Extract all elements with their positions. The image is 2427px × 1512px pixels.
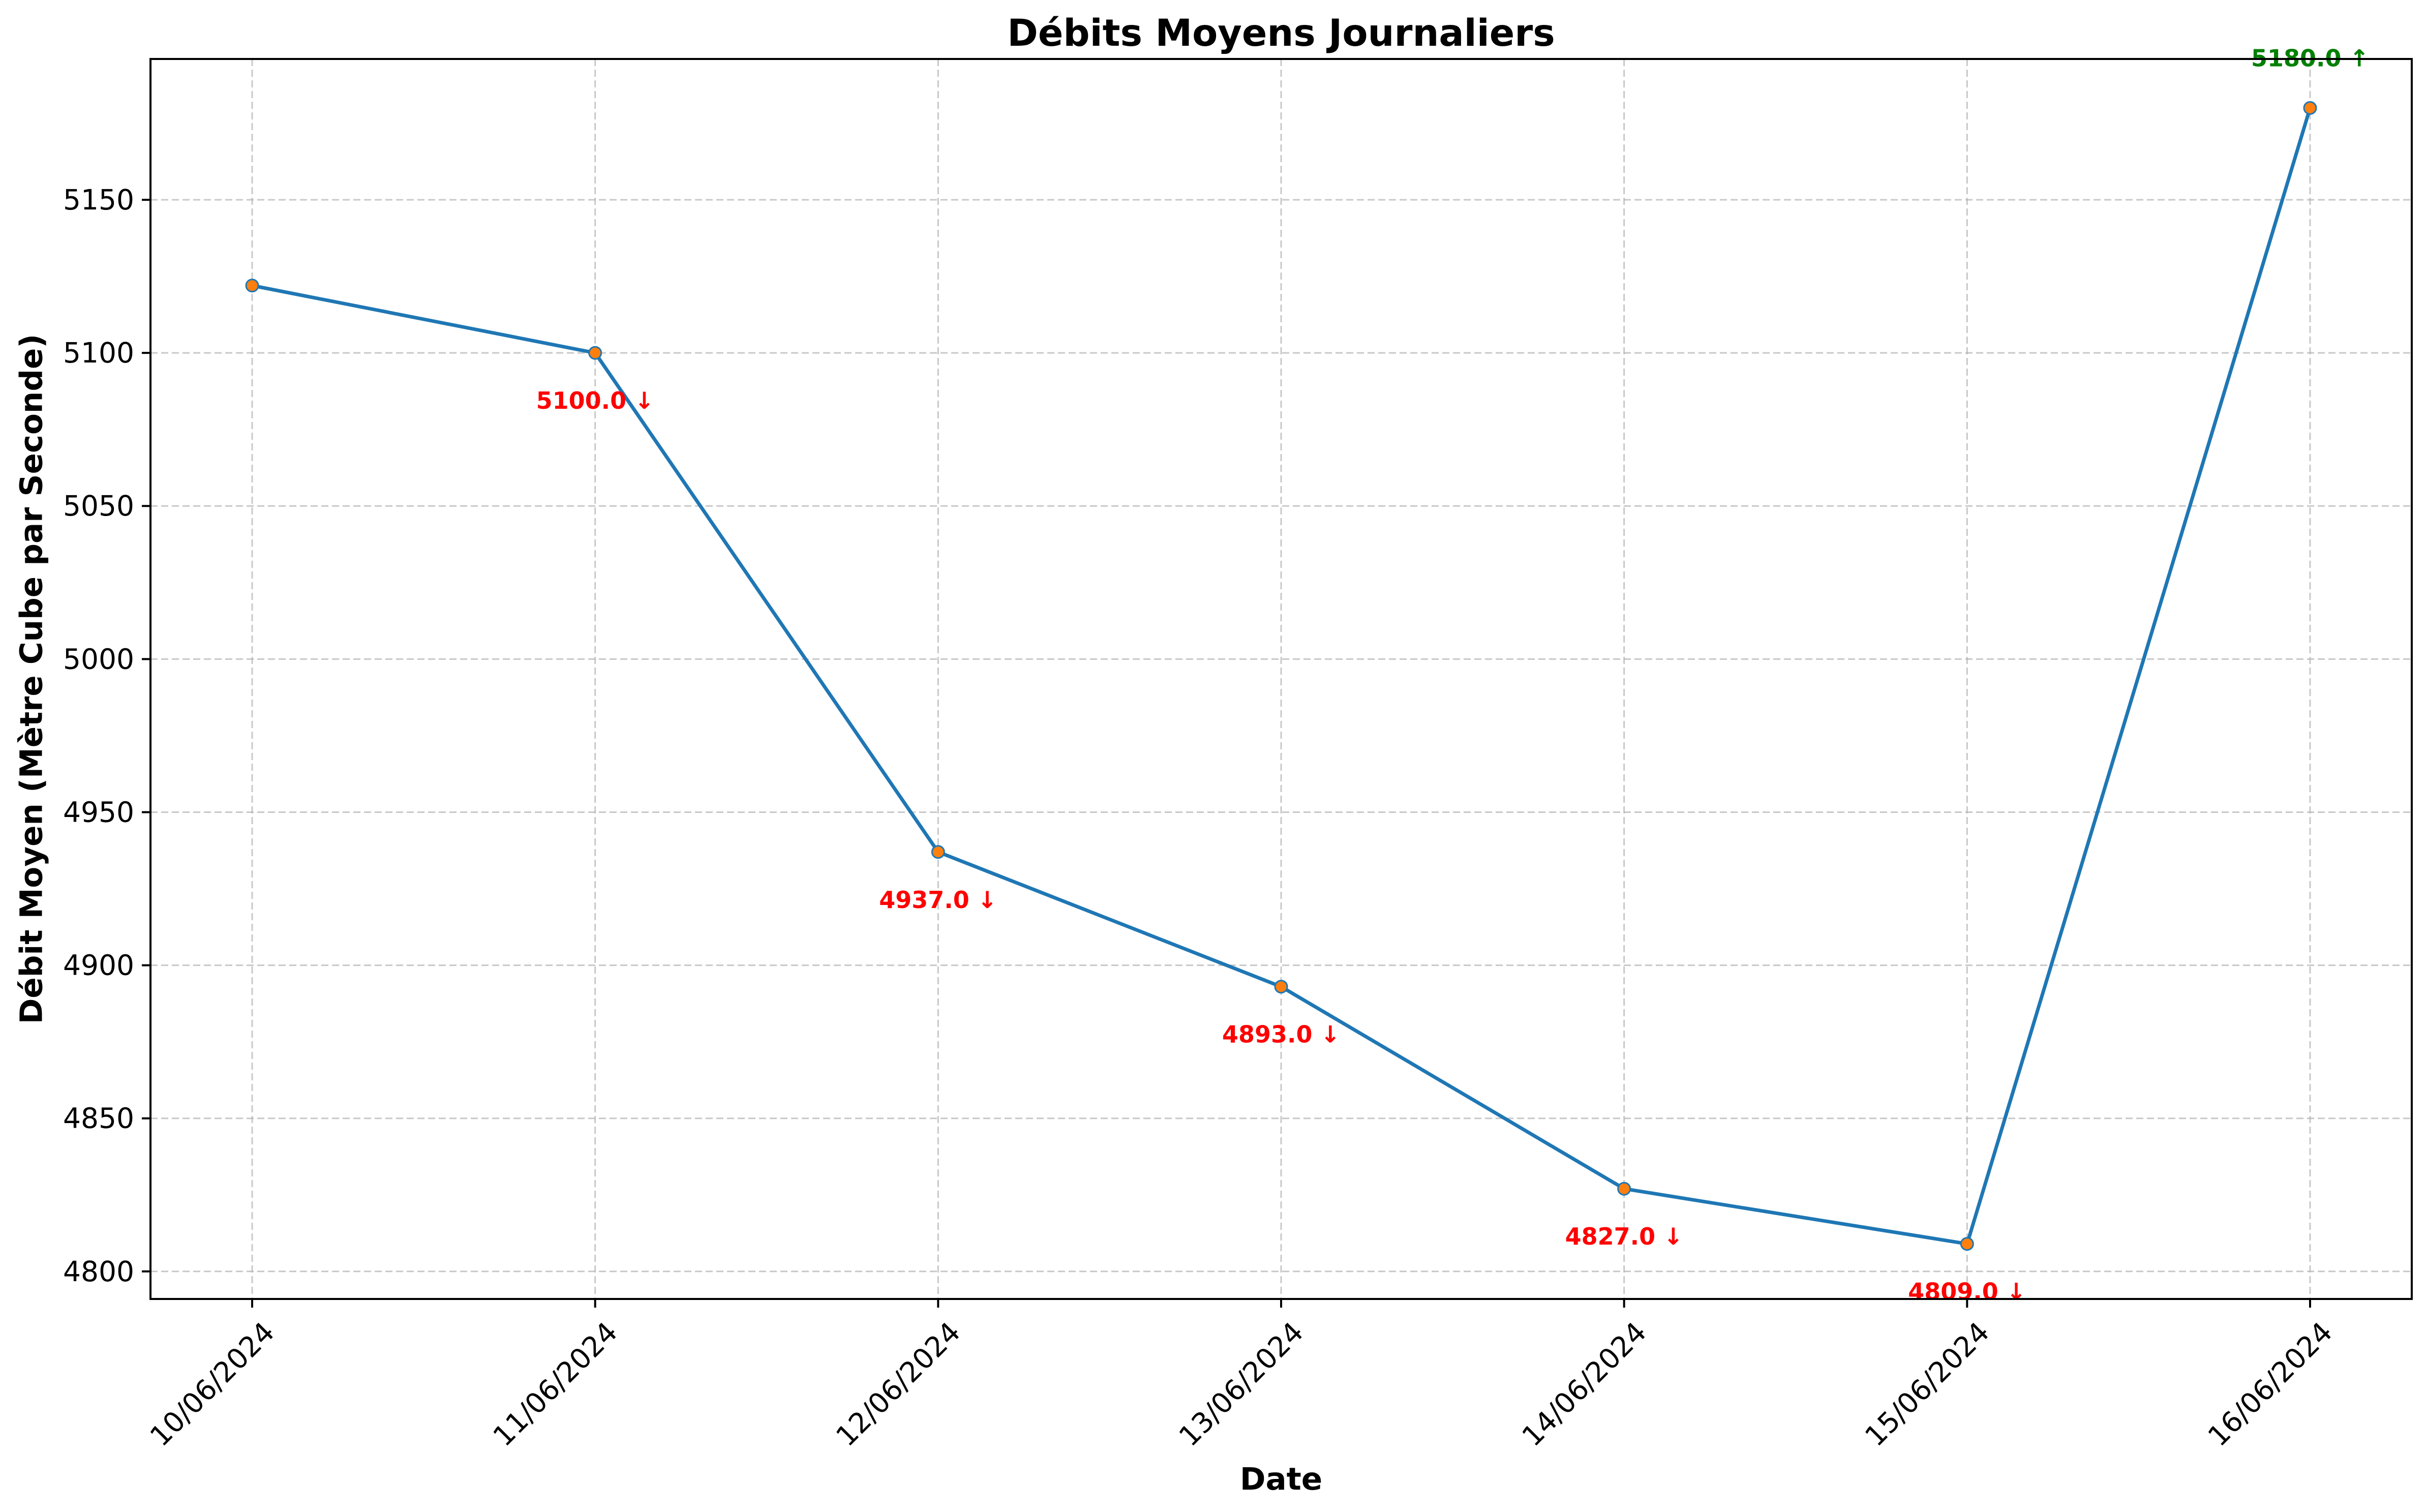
y-tick-label: 5150 — [63, 184, 134, 216]
data-markers — [245, 101, 2317, 1251]
y-tick-label: 4900 — [63, 949, 134, 982]
y-tick-label: 4800 — [63, 1255, 134, 1288]
data-annotation: 5100.0 ↓ — [536, 387, 654, 414]
y-tick-label: 5000 — [63, 643, 134, 675]
y-tick-label: 4850 — [63, 1102, 134, 1135]
y-tick-label: 4950 — [63, 796, 134, 828]
y-tick-label: 5050 — [63, 490, 134, 522]
y-tick-label: 5100 — [63, 337, 134, 369]
data-annotation: 4893.0 ↓ — [1222, 1021, 1340, 1048]
y-axis-ticks: 4800 4850 4900 4950 5000 5050 5100 5150 — [63, 184, 150, 1288]
data-annotation: 4827.0 ↓ — [1565, 1223, 1683, 1250]
data-point — [588, 346, 602, 360]
data-annotation: 4937.0 ↓ — [879, 886, 997, 914]
data-point — [931, 845, 945, 859]
data-point — [1274, 980, 1288, 994]
data-point — [2303, 101, 2317, 115]
x-axis-label: Date — [1240, 1461, 1322, 1497]
data-point — [1960, 1237, 1974, 1251]
data-point — [245, 279, 259, 293]
chart-title: Débits Moyens Journaliers — [1007, 12, 1555, 55]
grid-lines — [150, 59, 2412, 1299]
data-point — [1617, 1182, 1631, 1196]
y-axis-label: Débit Moyen (Mètre Cube par Seconde) — [14, 334, 50, 1024]
